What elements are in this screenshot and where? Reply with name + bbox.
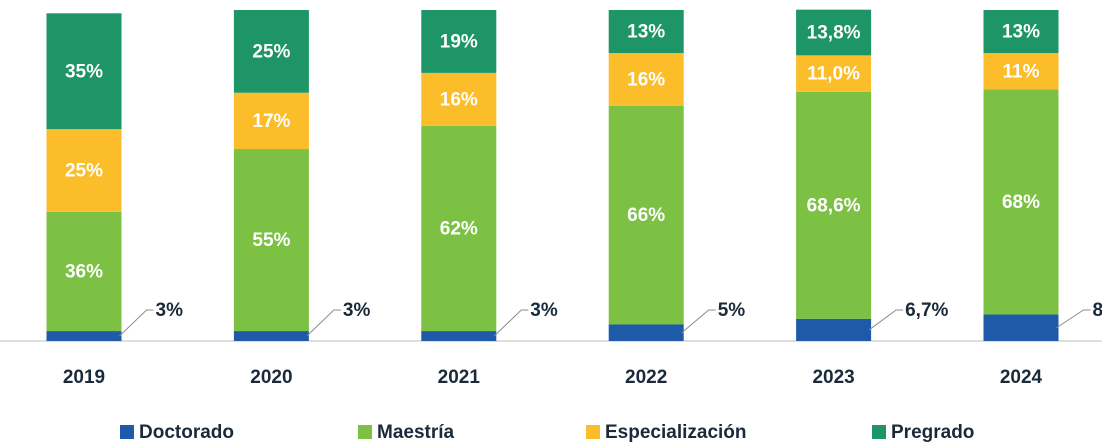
bar-segment: [46, 13, 122, 130]
legend-swatch: [872, 425, 886, 439]
x-tick-label: 2019: [63, 367, 105, 388]
bar-segment: [233, 149, 309, 332]
data-label: 13%: [1002, 22, 1040, 43]
legend-swatch: [586, 425, 600, 439]
bar-segment: [233, 92, 309, 150]
data-label: 3%: [343, 300, 371, 321]
data-label: 6,7%: [905, 300, 948, 321]
leader-line: [119, 309, 154, 337]
data-label: 8%: [1093, 300, 1102, 321]
data-label: 62%: [440, 218, 478, 239]
data-label: 11%: [1003, 61, 1040, 82]
bar-segment: [796, 55, 872, 92]
bar-segment: [983, 89, 1059, 315]
data-label: 16%: [627, 70, 665, 91]
bar-segment: [796, 318, 872, 341]
data-label: 68%: [1002, 192, 1040, 213]
legend-label: Pregrado: [891, 422, 974, 443]
bar-segment: [46, 129, 122, 212]
x-tick-label: 2024: [1000, 367, 1043, 388]
bar-segment: [46, 331, 122, 341]
bar-segment: [608, 324, 684, 341]
data-label: 36%: [65, 262, 103, 283]
x-tick-label: 2023: [812, 367, 854, 388]
leader-line: [493, 309, 529, 337]
x-tick-label: 2021: [438, 367, 481, 388]
data-label: 19%: [440, 31, 478, 52]
data-label: 13%: [627, 22, 665, 43]
bar-segment: [608, 105, 684, 325]
data-label: 25%: [252, 41, 290, 62]
bar-segment: [421, 10, 497, 73]
bar-segment: [233, 331, 309, 341]
bar-segment: [796, 9, 872, 56]
bar-segment: [421, 125, 497, 332]
bar-segment: [421, 72, 497, 126]
leader-line: [306, 309, 341, 337]
data-label: 13,8%: [807, 23, 861, 44]
leader-line: [1056, 309, 1091, 329]
bar-segment: [983, 10, 1059, 54]
data-label: 17%: [252, 111, 290, 132]
bar-segment: [608, 53, 684, 106]
legend-swatch: [358, 425, 372, 439]
data-label: 11,0%: [807, 64, 860, 85]
leader-line: [868, 309, 904, 331]
legend-label: Doctorado: [139, 422, 234, 443]
bar-segment: [608, 10, 684, 54]
leader-line: [681, 309, 716, 334]
data-label: 66%: [627, 205, 665, 226]
data-label: 68,6%: [807, 195, 861, 216]
bar-segment: [233, 10, 309, 93]
bar-segment: [983, 314, 1059, 341]
data-label: 5%: [718, 300, 746, 321]
data-label: 55%: [252, 230, 290, 251]
data-label: 3%: [530, 300, 558, 321]
data-label: 3%: [156, 300, 184, 321]
data-label: 16%: [440, 89, 478, 110]
legend-swatch: [120, 425, 134, 439]
legend-label: Especialización: [605, 422, 747, 443]
bar-segment: [421, 331, 497, 341]
data-label: 25%: [65, 161, 103, 182]
bar-segment: [983, 53, 1059, 90]
data-label: 35%: [65, 61, 103, 82]
bar-segment: [46, 211, 122, 332]
bar-segment: [796, 91, 872, 319]
x-tick-label: 2020: [250, 367, 292, 388]
legend-label: Maestría: [377, 422, 455, 443]
x-tick-label: 2022: [625, 367, 667, 388]
